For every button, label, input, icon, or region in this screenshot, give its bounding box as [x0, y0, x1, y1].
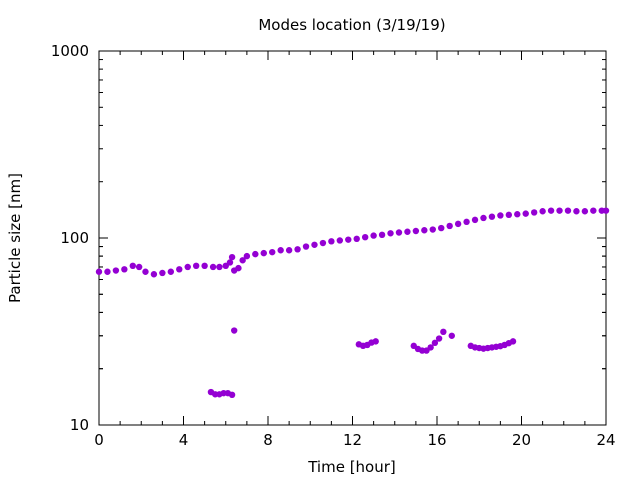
- data-point: [480, 214, 487, 222]
- data-point: [435, 335, 443, 342]
- data-point: [378, 231, 386, 239]
- plot-border: [98, 50, 607, 426]
- data-point: [112, 267, 120, 274]
- data-point: [269, 248, 276, 256]
- data-point: [260, 249, 267, 257]
- data-point: [176, 266, 183, 273]
- chart-title: Modes location (3/19/19): [258, 16, 445, 34]
- x-tick-label: 12: [343, 431, 362, 449]
- x-tick-label: 8: [263, 431, 273, 449]
- data-point: [497, 212, 504, 219]
- data-point: [319, 239, 327, 247]
- data-point: [427, 344, 434, 351]
- y-tick-label: 100: [60, 229, 89, 247]
- data-point: [285, 247, 293, 254]
- x-tick-label: 24: [596, 431, 615, 449]
- data-point: [167, 268, 175, 275]
- data-point: [95, 268, 103, 275]
- data-point: [228, 391, 236, 399]
- data-point: [463, 218, 470, 226]
- data-point: [159, 269, 166, 277]
- data-point: [581, 208, 589, 215]
- data-point: [509, 338, 517, 345]
- data-point: [370, 232, 377, 239]
- data-point: [311, 241, 318, 248]
- data-point: [387, 230, 394, 237]
- data-point: [252, 250, 259, 258]
- data-point: [216, 263, 223, 271]
- data-point: [556, 207, 563, 214]
- data-point: [201, 262, 208, 270]
- x-tick-label: 4: [179, 431, 189, 449]
- data-point: [522, 210, 529, 217]
- data-point: [243, 252, 251, 260]
- data-point: [192, 262, 200, 270]
- data-point: [294, 246, 301, 253]
- data-point: [590, 207, 597, 214]
- data-point: [514, 211, 521, 218]
- data-point: [277, 247, 284, 254]
- data-point: [471, 216, 479, 224]
- data-point: [328, 238, 335, 245]
- data-point: [336, 237, 344, 244]
- tick-labels: 0 4 8 12 16 20 24 10 100 1000: [51, 42, 616, 449]
- data-point: [395, 229, 403, 236]
- data-point: [404, 228, 411, 235]
- axis-ticks: [98, 50, 607, 426]
- data-point: [438, 224, 445, 232]
- data-point: [184, 263, 191, 271]
- data-point: [150, 271, 158, 278]
- data-point: [448, 332, 455, 339]
- y-tick-label: 10: [70, 416, 89, 434]
- data-point: [505, 211, 513, 219]
- data-point: [209, 263, 217, 271]
- data-point: [429, 226, 436, 233]
- data-point: [440, 328, 447, 336]
- x-axis-label: Time [hour]: [307, 458, 396, 476]
- x-tick-label: 20: [512, 431, 531, 449]
- data-point: [431, 339, 439, 347]
- y-axis-label: Particle size [nm]: [6, 173, 24, 303]
- data-point: [454, 220, 462, 228]
- x-tick-label: 0: [94, 431, 104, 449]
- data-point: [231, 327, 238, 334]
- data-point: [602, 207, 610, 214]
- data-point: [547, 207, 555, 214]
- data-point: [142, 268, 149, 275]
- data-points: [95, 207, 610, 399]
- plot-frame: [98, 50, 607, 426]
- data-point: [564, 207, 572, 214]
- data-point: [530, 209, 538, 216]
- data-point: [353, 235, 360, 243]
- x-tick-label: 16: [427, 431, 446, 449]
- data-point: [239, 257, 246, 264]
- data-point: [226, 259, 234, 266]
- data-point: [345, 236, 352, 243]
- data-point: [129, 262, 136, 270]
- data-point: [361, 233, 369, 241]
- data-point: [412, 227, 420, 235]
- data-point: [446, 222, 453, 230]
- data-point: [539, 208, 546, 215]
- data-point: [135, 263, 143, 271]
- data-point: [421, 227, 428, 234]
- data-point: [228, 253, 236, 261]
- y-tick-label: 1000: [51, 42, 89, 60]
- data-point: [302, 243, 310, 250]
- data-point: [372, 338, 379, 345]
- data-point: [488, 213, 496, 220]
- data-point: [573, 208, 580, 215]
- data-point: [235, 264, 242, 272]
- data-point: [104, 268, 111, 275]
- data-point: [121, 266, 128, 273]
